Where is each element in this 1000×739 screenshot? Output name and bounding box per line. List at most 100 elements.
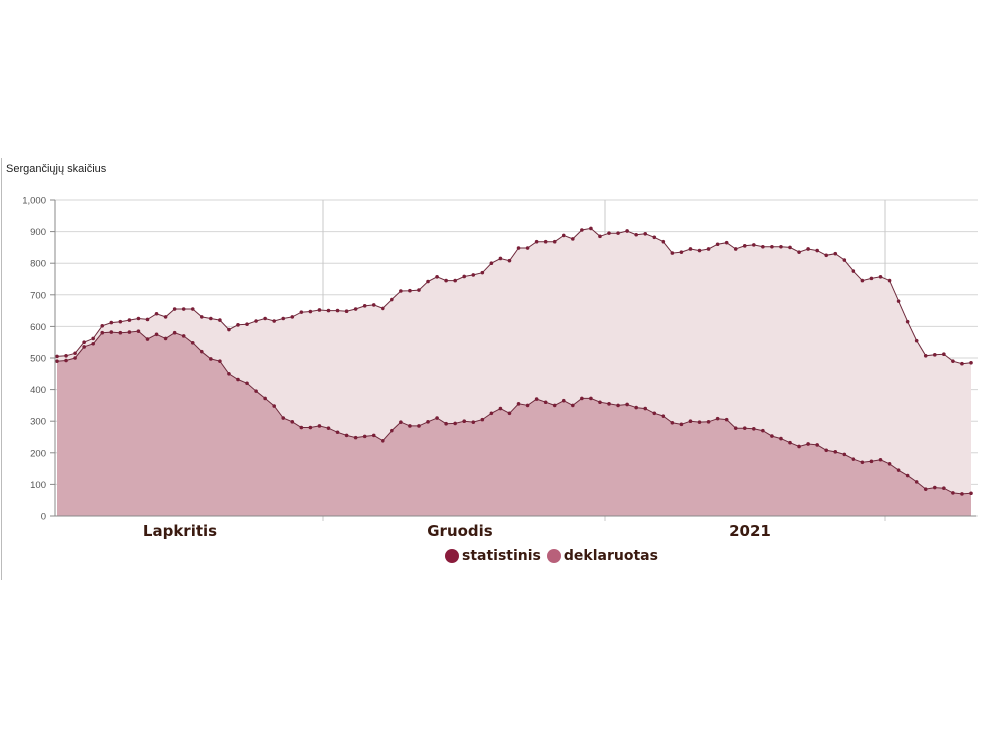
data-point-statistinis — [172, 330, 177, 335]
data-point-deklaruotas — [435, 274, 439, 279]
data-point-deklaruotas — [833, 251, 838, 256]
data-point-deklaruotas — [127, 318, 132, 322]
y-tick-label: 900 — [30, 227, 46, 238]
data-point-statistinis — [263, 396, 267, 401]
data-point-statistinis — [887, 462, 892, 466]
data-point-deklaruotas — [914, 338, 919, 343]
x-category-label: 2021 — [729, 522, 771, 540]
data-point-deklaruotas — [163, 315, 168, 319]
data-point-deklaruotas — [263, 316, 267, 321]
data-point-deklaruotas — [335, 308, 340, 313]
data-point-statistinis — [299, 425, 304, 430]
data-point-statistinis — [218, 359, 222, 363]
data-point-deklaruotas — [706, 247, 711, 251]
data-point-statistinis — [788, 440, 792, 445]
data-point-statistinis — [761, 428, 765, 433]
data-point-statistinis — [136, 329, 141, 333]
area-statistinis — [57, 331, 971, 516]
data-point-deklaruotas — [245, 322, 249, 326]
data-point-deklaruotas — [236, 323, 240, 327]
data-point-deklaruotas — [281, 316, 286, 321]
data-point-deklaruotas — [824, 253, 829, 258]
data-point-deklaruotas — [770, 244, 774, 249]
data-point-deklaruotas — [878, 274, 883, 279]
data-point-statistinis — [951, 491, 955, 495]
data-point-deklaruotas — [199, 315, 204, 319]
data-point-deklaruotas — [82, 340, 86, 345]
legend-marker-icon — [546, 549, 561, 563]
data-point-deklaruotas — [561, 233, 566, 238]
data-point-statistinis — [525, 403, 530, 408]
data-point-statistinis — [833, 450, 838, 454]
data-point-statistinis — [498, 406, 503, 411]
data-point-deklaruotas — [860, 278, 865, 283]
data-point-statistinis — [688, 419, 693, 424]
data-point-statistinis — [480, 417, 485, 422]
data-point-deklaruotas — [480, 270, 485, 275]
legend-item-deklaruotas[interactable]: deklaruotas — [546, 548, 658, 564]
legend-item-statistinis[interactable]: statistinis — [445, 548, 541, 564]
data-point-statistinis — [290, 420, 295, 424]
data-point-statistinis — [752, 426, 756, 431]
data-point-statistinis — [227, 372, 231, 376]
data-point-statistinis — [190, 341, 195, 345]
data-point-deklaruotas — [272, 319, 276, 323]
data-point-deklaruotas — [851, 269, 856, 273]
data-point-statistinis — [344, 433, 349, 438]
data-point-deklaruotas — [525, 246, 530, 250]
data-point-statistinis — [199, 349, 204, 354]
data-point-statistinis — [779, 436, 783, 441]
data-point-deklaruotas — [172, 307, 177, 311]
data-point-statistinis — [905, 473, 910, 478]
data-point-deklaruotas — [779, 244, 783, 249]
data-point-deklaruotas — [724, 240, 729, 245]
data-point-statistinis — [634, 405, 638, 410]
left-frame-line — [1, 158, 2, 580]
data-point-deklaruotas — [797, 250, 801, 254]
data-point-statistinis — [209, 357, 213, 361]
data-point-deklaruotas — [661, 239, 666, 244]
data-point-deklaruotas — [598, 234, 602, 239]
data-point-deklaruotas — [380, 306, 385, 311]
y-tick-label: 100 — [30, 480, 46, 491]
data-point-deklaruotas — [154, 311, 159, 316]
data-point-statistinis — [73, 356, 77, 360]
data-point-statistinis — [652, 411, 657, 416]
data-point-statistinis — [272, 404, 276, 408]
data-point-statistinis — [317, 424, 322, 428]
data-point-deklaruotas — [896, 299, 901, 303]
data-point-deklaruotas — [73, 351, 77, 356]
data-point-deklaruotas — [118, 319, 123, 324]
data-point-deklaruotas — [109, 320, 114, 325]
data-point-statistinis — [806, 442, 810, 446]
data-point-deklaruotas — [308, 309, 313, 314]
data-point-deklaruotas — [362, 304, 367, 308]
y-tick-label: 600 — [30, 322, 46, 333]
data-point-statistinis — [661, 414, 666, 418]
y-tick-label: 0 — [41, 512, 46, 523]
data-point-deklaruotas — [417, 288, 421, 292]
data-point-deklaruotas — [471, 273, 476, 277]
data-point-deklaruotas — [670, 251, 675, 255]
data-point-statistinis — [154, 332, 159, 337]
data-point-statistinis — [326, 426, 331, 430]
data-point-statistinis — [163, 336, 168, 341]
data-point-deklaruotas — [390, 297, 394, 302]
data-point-statistinis — [724, 417, 729, 422]
data-point-statistinis — [55, 359, 59, 363]
data-point-statistinis — [933, 485, 937, 490]
data-point-statistinis — [643, 406, 648, 411]
data-point-deklaruotas — [326, 308, 331, 313]
data-point-statistinis — [878, 457, 883, 462]
data-point-deklaruotas — [299, 310, 304, 314]
data-point-statistinis — [118, 330, 123, 335]
data-point-statistinis — [516, 402, 521, 406]
data-point-deklaruotas — [353, 307, 358, 311]
data-point-statistinis — [625, 402, 629, 407]
data-point-deklaruotas — [145, 317, 150, 322]
data-point-statistinis — [571, 403, 575, 408]
data-point-deklaruotas — [181, 307, 186, 311]
y-tick-label: 500 — [30, 354, 46, 365]
data-point-statistinis — [181, 334, 186, 338]
data-point-deklaruotas — [923, 353, 928, 358]
